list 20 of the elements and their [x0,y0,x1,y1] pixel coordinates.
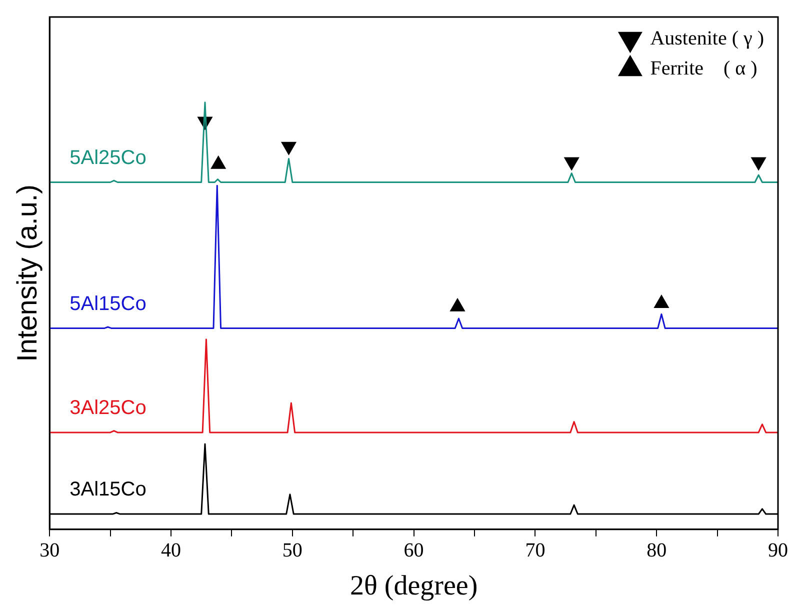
legend-label: Austenite ( γ ) [650,27,764,50]
x-tick-label: 50 [282,540,302,562]
series-label: 3Al25Co [70,396,146,419]
x-tick-label: 30 [40,540,60,562]
point [564,157,580,171]
y-axis-title: Intensity (a.u.) [12,184,43,362]
x-tick-label: 70 [525,540,546,562]
x-tick-label: 80 [646,540,667,562]
legend-label: Ferrite ( α ) [650,57,758,80]
x-axis-title: 2θ (degree) [350,570,478,602]
point [750,157,766,171]
point [450,298,466,312]
series-label: 5Al25Co [70,146,146,169]
x-tick-label: 90 [768,540,788,562]
point [280,142,297,156]
point [654,294,670,308]
x-tick-label: 60 [404,540,424,562]
series-label: 5Al15Co [70,292,146,315]
x-tick-label: 40 [161,540,181,562]
series-label: 3Al15Co [70,478,146,501]
